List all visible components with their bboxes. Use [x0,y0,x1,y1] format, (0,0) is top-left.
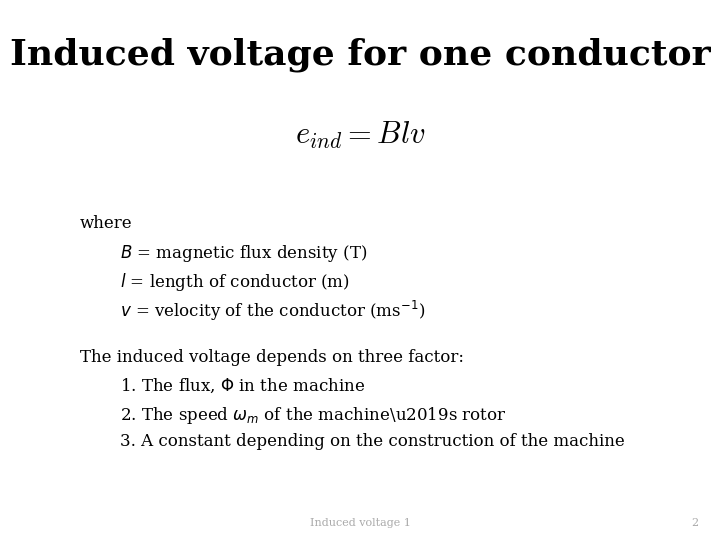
Text: 1. The flux, $\Phi$ in the machine: 1. The flux, $\Phi$ in the machine [120,377,365,395]
Text: 2: 2 [691,518,698,528]
Text: 2. The speed $\omega_m$ of the machine\u2019s rotor: 2. The speed $\omega_m$ of the machine\u… [120,405,506,426]
Text: The induced voltage depends on three factor:: The induced voltage depends on three fac… [80,349,464,366]
Text: $v$ = velocity of the conductor (ms$^{-1}$): $v$ = velocity of the conductor (ms$^{-1… [120,299,426,323]
Text: $\mathit{l}$ = length of conductor (m): $\mathit{l}$ = length of conductor (m) [120,271,350,293]
Text: Induced voltage for one conductor: Induced voltage for one conductor [9,38,711,72]
Text: where: where [80,215,132,232]
Text: 3. A constant depending on the construction of the machine: 3. A constant depending on the construct… [120,433,625,450]
Text: $B$ = magnetic flux density (T): $B$ = magnetic flux density (T) [120,243,367,264]
Text: Induced voltage 1: Induced voltage 1 [310,518,410,528]
Text: $e_{ind} = Blv$: $e_{ind} = Blv$ [294,120,426,151]
